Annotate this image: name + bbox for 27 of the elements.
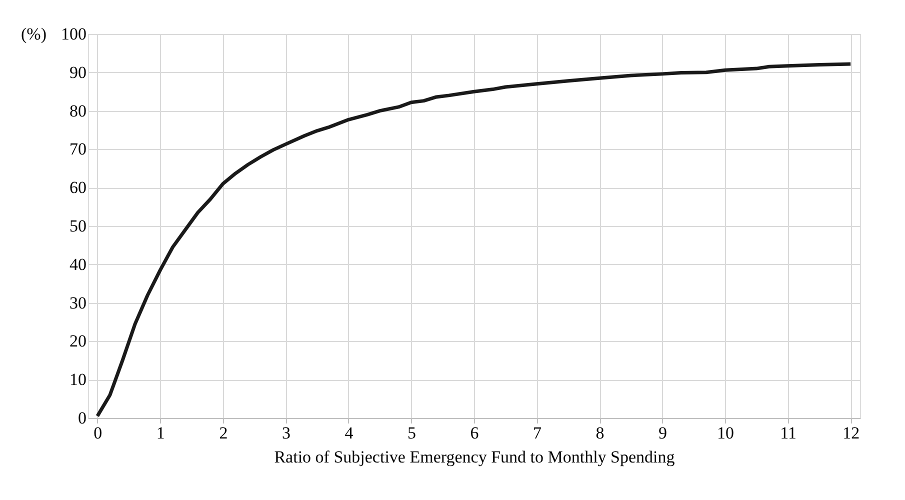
x-tick-label: 5 xyxy=(407,424,416,442)
x-tick-label: 7 xyxy=(533,424,542,442)
x-tick-label: 6 xyxy=(470,424,479,442)
x-tick-label: 10 xyxy=(717,424,734,442)
y-tick-label: 100 xyxy=(61,24,86,44)
y-tick-label: 20 xyxy=(70,332,86,351)
x-tick-label: 12 xyxy=(842,424,860,442)
line-series xyxy=(96,62,852,418)
x-tick-label: 9 xyxy=(658,424,668,442)
y-tick-label: 50 xyxy=(70,216,86,236)
x-tick-label: 11 xyxy=(780,424,797,442)
x-tick-label: 0 xyxy=(94,424,102,442)
y-tick-label: 70 xyxy=(70,140,86,159)
x-tick-label: 8 xyxy=(596,424,604,442)
y-tick-label: 30 xyxy=(70,293,86,312)
x-tick-label: 4 xyxy=(344,424,354,442)
y-tick-label: 40 xyxy=(70,254,86,274)
y-tick-label: 80 xyxy=(70,101,86,120)
y-tick-label: 60 xyxy=(70,178,86,198)
y-tick-label: 90 xyxy=(70,62,86,82)
x-tick-label: 2 xyxy=(219,424,228,442)
y-tick-label: 0 xyxy=(78,408,86,428)
x-tick-label: 1 xyxy=(156,424,165,442)
x-tick-label: 3 xyxy=(282,424,290,442)
x-axis-title: Ratio of Subjective Emergency Fund to Monthly Spending xyxy=(274,448,676,466)
y-axis-title: (%) xyxy=(21,24,46,44)
y-tick-label: 10 xyxy=(70,370,86,390)
